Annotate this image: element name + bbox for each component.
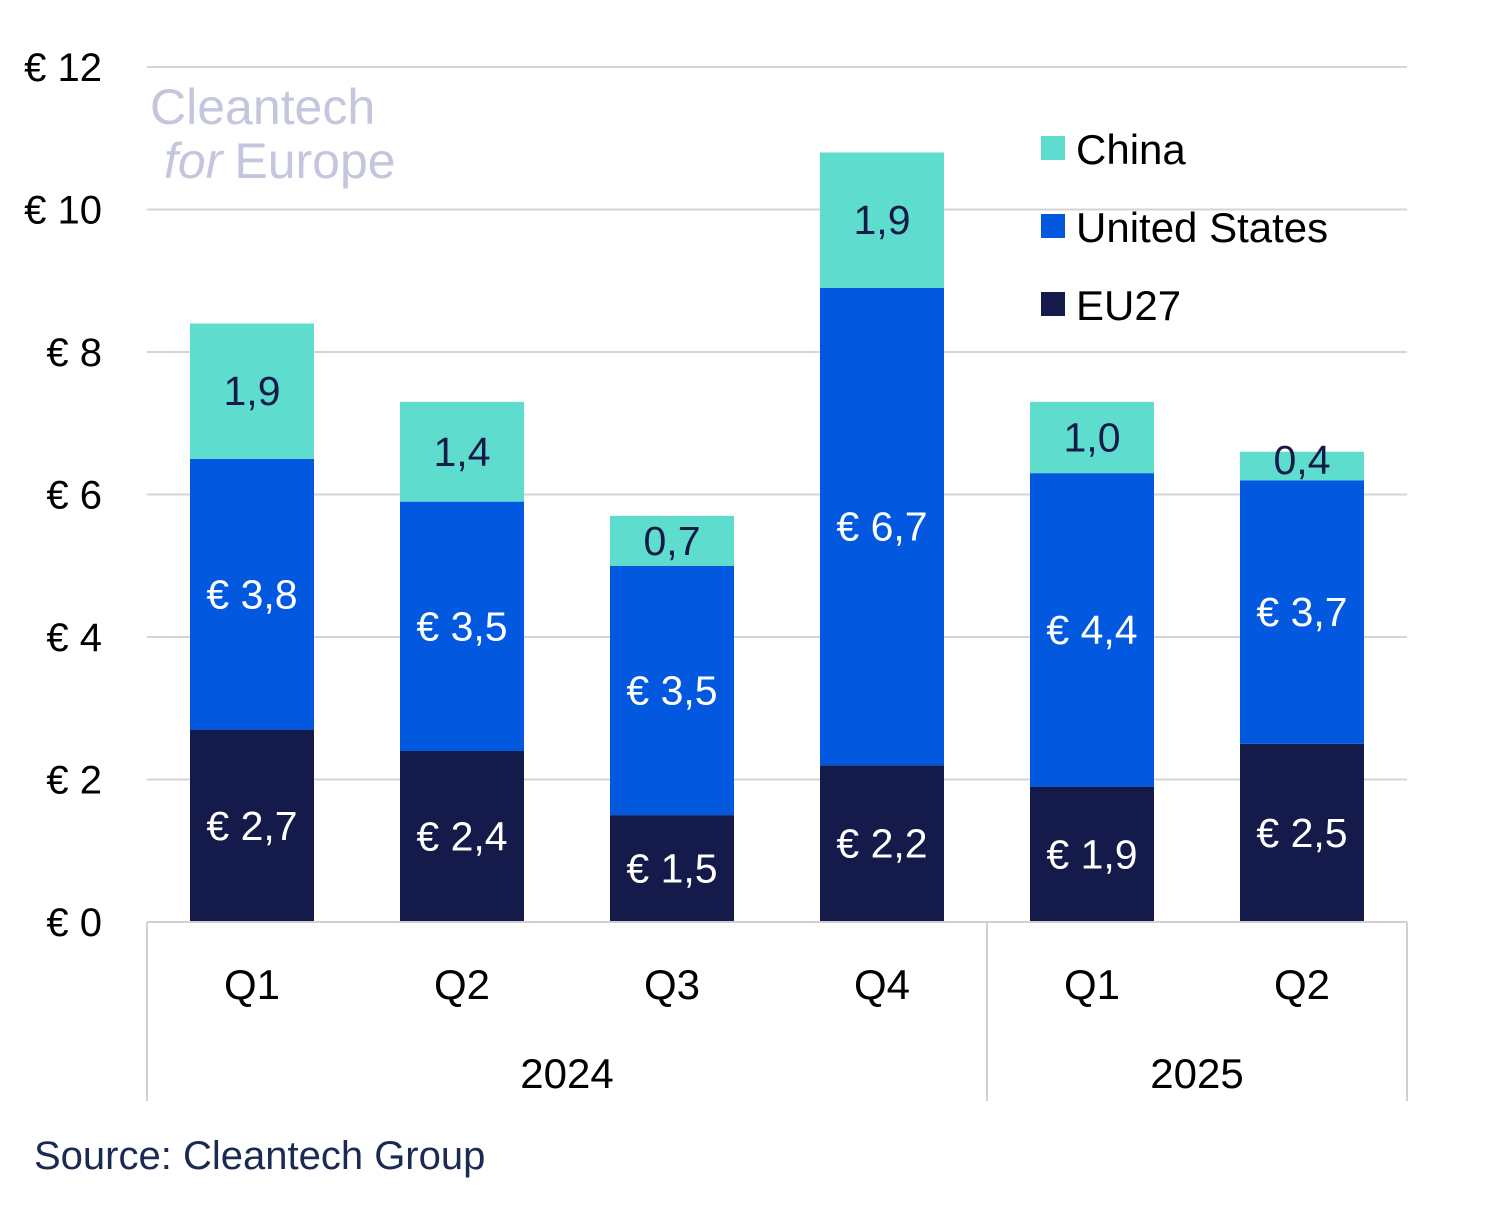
data-label-china: 1,9 <box>224 368 281 414</box>
data-label-eu27: € 2,2 <box>836 821 927 867</box>
bar-segment-china <box>190 323 314 459</box>
bar-segment-china <box>610 515 734 566</box>
legend: China United States EU27 <box>1041 126 1328 329</box>
y-tick-label: € 0 <box>46 901 102 945</box>
data-label-united-states: € 3,5 <box>416 603 507 649</box>
data-label-united-states: € 4,4 <box>1046 607 1137 653</box>
bar-segment-eu27 <box>190 729 314 922</box>
x-axis: Q1 Q2 Q3 Q4 Q1 Q2 2024 2025 <box>146 921 1408 1101</box>
x-tick-label: Q1 <box>1064 961 1120 1008</box>
legend-label-eu27: EU27 <box>1076 282 1181 329</box>
legend-swatch-united-states <box>1041 214 1065 238</box>
data-label-united-states: € 3,5 <box>626 667 717 713</box>
data-label-eu27: € 1,5 <box>626 846 717 892</box>
data-label-united-states: € 3,7 <box>1256 589 1347 635</box>
x-tick-label: Q2 <box>1274 961 1330 1008</box>
logo-line2: for Europe <box>164 133 396 189</box>
data-label-china: 1,9 <box>854 197 911 243</box>
legend-label-united-states: United States <box>1076 204 1328 251</box>
y-tick-label: € 4 <box>46 616 102 660</box>
bar-segment-eu27 <box>820 765 944 922</box>
legend-swatch-eu27 <box>1041 292 1065 316</box>
x-group-label: 2024 <box>520 1050 613 1097</box>
bar-segment-china <box>1030 401 1154 474</box>
logo-line1: Cleantech <box>150 79 375 135</box>
gridlines <box>147 66 1407 781</box>
data-label-united-states: € 3,8 <box>206 571 297 617</box>
bar-segment-eu27 <box>1030 786 1154 922</box>
data-label-china: 0,7 <box>644 518 701 564</box>
watermark-logo: Cleantech for Europe <box>150 79 396 189</box>
bar-segment-united-states <box>820 287 944 766</box>
bar-segment-eu27 <box>610 815 734 922</box>
y-tick-label: € 12 <box>24 46 102 90</box>
x-tick-label: Q3 <box>644 961 700 1008</box>
bar-segment-united-states <box>1030 473 1154 787</box>
bar-segment-eu27 <box>400 751 524 922</box>
data-label-china: 1,0 <box>1064 415 1121 461</box>
data-label-united-states: € 6,7 <box>836 504 927 550</box>
y-tick-label: € 6 <box>46 474 102 518</box>
logo-for: for <box>164 133 225 189</box>
x-group-label: 2025 <box>1150 1050 1243 1097</box>
y-tick-label: € 10 <box>24 189 102 233</box>
bar-segment-china <box>400 401 524 502</box>
bar-segment-united-states <box>400 501 524 751</box>
x-tick-label: Q4 <box>854 961 910 1008</box>
data-label-china: 0,4 <box>1274 437 1331 483</box>
bar-segment-china <box>1240 451 1364 481</box>
x-tick-label: Q1 <box>224 961 280 1008</box>
logo-europe: Europe <box>234 133 395 189</box>
bar-segment-united-states <box>190 458 314 730</box>
bar-segment-united-states <box>1240 480 1364 744</box>
legend-label-china: China <box>1076 126 1186 173</box>
bar-segment-china <box>820 152 944 288</box>
bar-segment-united-states <box>610 565 734 816</box>
data-label-china: 1,4 <box>434 429 491 475</box>
data-label-eu27: € 2,5 <box>1256 810 1347 856</box>
data-label-eu27: € 2,7 <box>206 803 297 849</box>
y-axis-ticks: € 0 € 2 € 4 € 6 € 8 € 10 € 12 <box>24 46 102 945</box>
y-tick-label: € 2 <box>46 759 102 803</box>
bar-segment-eu27 <box>1240 743 1364 922</box>
legend-swatch-china <box>1041 136 1065 160</box>
data-label-eu27: € 2,4 <box>416 814 507 860</box>
bars: € 2,7 € 3,8 1,9 € 2,4 € 3,5 1,4 € 1,5 € 3,5 0,7 €… <box>190 152 1364 922</box>
x-tick-label: Q2 <box>434 961 490 1008</box>
source-note: Source: Cleantech Group <box>34 1134 486 1178</box>
y-tick-label: € 8 <box>46 331 102 375</box>
data-label-eu27: € 1,9 <box>1046 831 1137 877</box>
